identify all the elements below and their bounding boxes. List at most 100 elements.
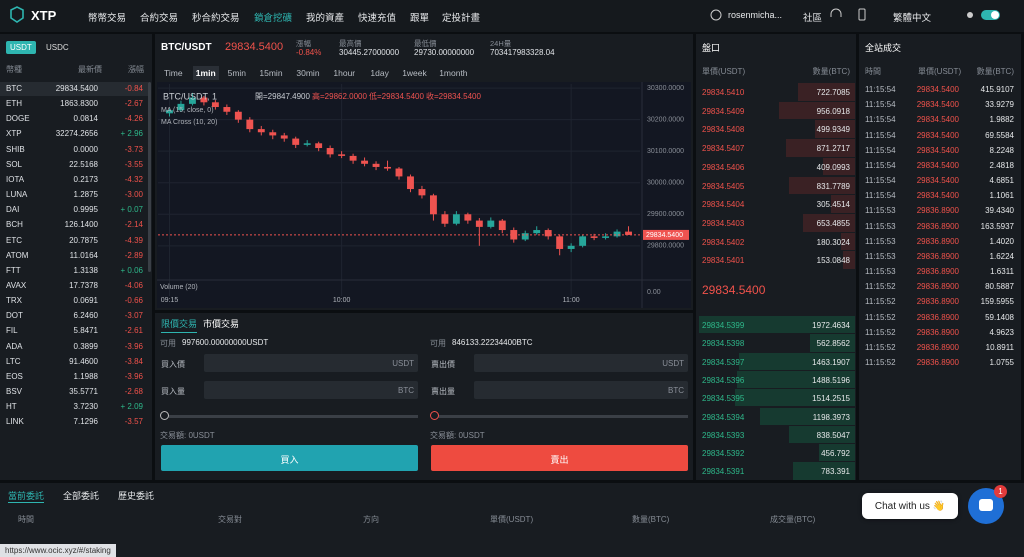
ob-qty: 831.7789 xyxy=(816,181,850,191)
market-tab[interactable]: USDC xyxy=(46,43,69,52)
orders-tab[interactable]: 歷史委託 xyxy=(118,491,155,501)
change: -3.96 xyxy=(124,371,143,381)
market-row[interactable]: FIL 5.8471 -2.61 xyxy=(0,324,148,338)
ohlc-label: 開=29847.4900 xyxy=(255,92,310,101)
change: -3.57 xyxy=(124,417,143,427)
market-row[interactable]: ETH 1863.8300 -2.67 xyxy=(0,97,148,111)
depth-bar xyxy=(739,352,855,370)
input-box[interactable]: BTC xyxy=(204,381,418,399)
market-row[interactable]: ETC 20.7875 -4.39 xyxy=(0,234,148,248)
candle-body xyxy=(188,97,196,104)
nav-item[interactable]: 我的資產 xyxy=(306,13,345,24)
orders-tab[interactable]: 當前委託 xyxy=(8,491,45,501)
user-name[interactable]: rosenmicha... xyxy=(728,10,783,20)
ob-last: 29834.5400 xyxy=(702,283,766,297)
change: -3.84 xyxy=(124,356,143,366)
slider-track[interactable] xyxy=(168,415,418,418)
community[interactable]: 社區 xyxy=(803,13,823,24)
volume-label: Volume (20) xyxy=(160,284,198,291)
price: 0.0000 xyxy=(73,144,98,154)
y-tick-label: 29800.0000 xyxy=(647,243,684,250)
candle-body xyxy=(372,163,380,167)
trade-price: 29836.8900 xyxy=(916,342,959,352)
market-row[interactable]: FTT 1.3138 + 0.06 xyxy=(0,264,148,278)
market-row[interactable]: ADA 0.3899 -3.96 xyxy=(0,340,148,354)
nav-item[interactable]: 合約交易 xyxy=(140,13,179,24)
price: 0.2173 xyxy=(73,174,98,184)
trade-time: 11:15:54 xyxy=(865,85,896,94)
change: + 2.09 xyxy=(120,402,143,412)
interval[interactable]: 1month xyxy=(439,68,468,78)
depth-bar xyxy=(760,407,855,425)
trade-qty: 1.4020 xyxy=(989,236,1014,246)
nav-item[interactable]: 跟單 xyxy=(410,13,430,24)
market-row[interactable]: DOT 6.2460 -3.07 xyxy=(0,309,148,323)
ob-qty: 838.5047 xyxy=(816,430,850,440)
market-row[interactable]: XTP 32274.2656 + 2.96 xyxy=(0,127,148,141)
stat-label: 最低價 xyxy=(414,39,437,48)
nav-item[interactable]: 幣幣交易 xyxy=(88,13,127,24)
interval[interactable]: 1min xyxy=(192,66,219,80)
interval[interactable]: 5min xyxy=(227,68,247,78)
market-row[interactable]: BTC 29834.5400 -0.84 xyxy=(0,82,148,96)
slider-track[interactable] xyxy=(438,415,688,418)
interval[interactable]: 30min xyxy=(296,68,320,78)
input-box[interactable]: BTC xyxy=(474,381,688,399)
nav-item[interactable]: 秒合約交易 xyxy=(192,13,240,24)
market-row[interactable]: TRX 0.0691 -0.66 xyxy=(0,294,148,308)
ob-price: 29834.5402 xyxy=(702,237,745,247)
market-row[interactable]: SHIB 0.0000 -3.73 xyxy=(0,143,148,157)
nav-item[interactable]: 快速充值 xyxy=(358,13,397,24)
interval[interactable]: 1hour xyxy=(333,68,356,78)
market-row[interactable]: IOTA 0.2173 -4.32 xyxy=(0,173,148,187)
coin: BSV xyxy=(6,387,23,396)
interval[interactable]: Time xyxy=(164,68,183,78)
chat-bubble[interactable]: Chat with us 👋 xyxy=(862,493,958,519)
market-row[interactable]: DOGE 0.0814 -4.26 xyxy=(0,112,148,126)
ob-qty: 305.4514 xyxy=(816,200,850,210)
slider-knob[interactable] xyxy=(160,411,169,420)
input-box[interactable]: USDT xyxy=(474,354,688,372)
market-row[interactable]: EOS 1.1988 -3.96 xyxy=(0,370,148,384)
market-row[interactable]: BCH 126.1400 -2.14 xyxy=(0,218,148,232)
order-tab[interactable]: 市價交易 xyxy=(203,319,240,329)
candle-body xyxy=(338,154,346,156)
change: -2.61 xyxy=(124,326,143,336)
trade-qty: 1.0755 xyxy=(989,358,1014,368)
candle-body xyxy=(418,189,426,196)
market-row[interactable]: AVAX 17.7378 -4.06 xyxy=(0,279,148,293)
y-tick-label: 30000.0000 xyxy=(647,180,684,187)
ob-qty: 409.0993 xyxy=(816,162,850,172)
market-row[interactable]: SOL 22.5168 -3.55 xyxy=(0,158,148,172)
orders-tab[interactable]: 全部委託 xyxy=(63,491,100,501)
toggle-knob xyxy=(991,11,999,19)
market-row[interactable]: BSV 35.5771 -2.68 xyxy=(0,385,148,399)
submit-button[interactable]: 買入 xyxy=(161,445,418,471)
language[interactable]: 繁體中文 xyxy=(893,13,932,24)
price: 0.9995 xyxy=(73,205,98,215)
coin: ADA xyxy=(6,341,23,351)
slider-knob[interactable] xyxy=(430,411,439,420)
orders-header: 交易對 xyxy=(218,515,242,524)
price: 0.0691 xyxy=(73,296,98,306)
submit-button[interactable]: 賣出 xyxy=(431,445,688,471)
volume-tick: 0.00 xyxy=(647,289,661,296)
interval[interactable]: 15min xyxy=(259,68,283,78)
nav-item[interactable]: 鎖倉挖礦 xyxy=(254,13,293,24)
interval[interactable]: 1week xyxy=(402,68,427,78)
trade-price: 29836.8900 xyxy=(916,297,959,307)
price: 0.0814 xyxy=(73,114,98,124)
market-row[interactable]: LUNA 1.2875 -3.00 xyxy=(0,188,148,202)
market-tab[interactable]: USDT xyxy=(6,41,36,54)
market-row[interactable]: DAI 0.9995 + 0.07 xyxy=(0,203,148,217)
market-row[interactable]: LINK 7.1296 -3.57 xyxy=(0,415,148,429)
market-row[interactable]: ATOM 11.0164 -2.89 xyxy=(0,249,148,263)
interval[interactable]: 1day xyxy=(370,68,389,78)
nav-item[interactable]: 定投計畫 xyxy=(442,13,481,24)
market-row[interactable]: HT 3.7230 + 2.09 xyxy=(0,400,148,414)
trade-qty: 39.4340 xyxy=(985,206,1014,216)
input-box[interactable]: USDT xyxy=(204,354,418,372)
order-tab[interactable]: 限價交易 xyxy=(161,317,198,333)
market-row[interactable]: LTC 91.4600 -3.84 xyxy=(0,355,148,369)
